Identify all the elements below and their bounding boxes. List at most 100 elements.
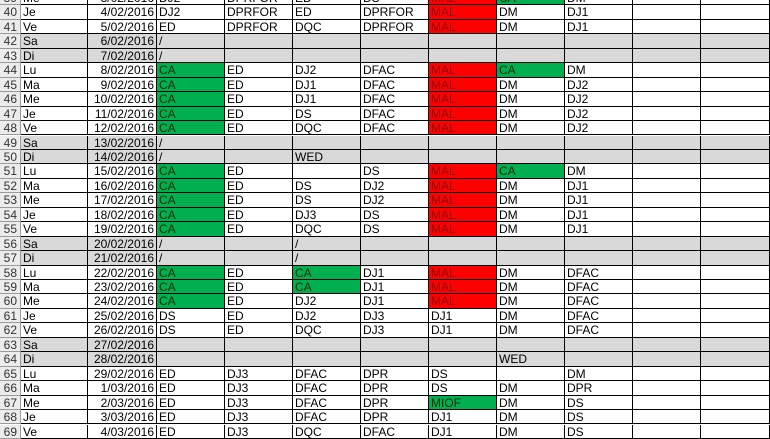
schedule-cell[interactable]: DM — [565, 164, 633, 179]
schedule-cell[interactable]: / — [157, 34, 225, 49]
date-cell[interactable]: 21/02/2016 — [88, 251, 157, 266]
schedule-cell[interactable]: CA — [157, 280, 225, 295]
schedule-cell[interactable]: CA — [157, 222, 225, 237]
schedule-cell[interactable]: DM — [497, 77, 565, 93]
schedule-cell[interactable]: DJ2 — [565, 106, 633, 122]
schedule-cell[interactable] — [633, 352, 701, 367]
schedule-cell[interactable] — [429, 48, 497, 64]
schedule-cell[interactable]: DPRFOR — [361, 5, 429, 20]
row-header[interactable]: 59 — [0, 280, 21, 295]
schedule-cell[interactable]: / — [157, 251, 225, 266]
schedule-cell[interactable]: MAL — [429, 164, 497, 179]
schedule-cell[interactable] — [633, 106, 701, 122]
schedule-cell[interactable]: DFAC — [565, 323, 633, 338]
schedule-cell[interactable] — [701, 236, 770, 252]
schedule-cell[interactable] — [225, 34, 293, 49]
schedule-cell[interactable]: ED — [157, 366, 225, 382]
row-header[interactable]: 40 — [0, 5, 21, 20]
day-cell[interactable]: Di — [21, 149, 88, 165]
schedule-cell[interactable] — [701, 92, 770, 107]
row-header[interactable]: 39 — [0, 0, 21, 6]
schedule-cell[interactable]: DJ3 — [225, 366, 293, 382]
schedule-cell[interactable]: DM — [497, 121, 565, 136]
row-header[interactable]: 56 — [0, 236, 21, 252]
schedule-cell[interactable] — [633, 5, 701, 20]
schedule-cell[interactable]: ED — [225, 265, 293, 280]
day-cell[interactable]: Ve — [21, 19, 88, 35]
schedule-cell[interactable]: DJ2 — [565, 77, 633, 93]
schedule-cell[interactable] — [429, 352, 497, 367]
schedule-cell[interactable] — [701, 106, 770, 122]
schedule-cell[interactable]: DJ2 — [565, 92, 633, 107]
schedule-cell[interactable] — [633, 410, 701, 425]
row-header[interactable]: 48 — [0, 121, 21, 136]
schedule-cell[interactable]: CA — [157, 63, 225, 78]
schedule-cell[interactable] — [701, 135, 770, 150]
schedule-cell[interactable]: DPR — [361, 381, 429, 396]
schedule-cell[interactable] — [293, 164, 361, 179]
day-cell[interactable]: Je — [21, 410, 88, 425]
schedule-cell[interactable]: ED — [225, 92, 293, 107]
schedule-cell[interactable]: DM — [497, 222, 565, 237]
schedule-cell[interactable]: DJ2 — [293, 63, 361, 78]
schedule-cell[interactable]: DJ3 — [293, 207, 361, 223]
schedule-cell[interactable]: DJ1 — [565, 5, 633, 20]
day-cell[interactable]: Me — [21, 294, 88, 309]
date-cell[interactable]: 5/02/2016 — [88, 19, 157, 35]
date-cell[interactable]: 19/02/2016 — [88, 222, 157, 237]
schedule-cell[interactable]: DFAC — [361, 121, 429, 136]
schedule-cell[interactable]: WED — [293, 149, 361, 165]
schedule-cell[interactable] — [497, 135, 565, 150]
schedule-cell[interactable]: DJ1 — [565, 207, 633, 223]
schedule-cell[interactable]: CA — [157, 92, 225, 107]
schedule-cell[interactable] — [633, 265, 701, 280]
schedule-cell[interactable]: DJ2 — [157, 0, 225, 6]
row-header[interactable]: 58 — [0, 265, 21, 280]
schedule-cell[interactable] — [293, 135, 361, 150]
schedule-cell[interactable]: DFAC — [361, 424, 429, 439]
row-header[interactable]: 47 — [0, 106, 21, 122]
schedule-cell[interactable]: DJ3 — [225, 424, 293, 439]
schedule-cell[interactable]: CA — [157, 106, 225, 122]
schedule-cell[interactable]: / — [157, 149, 225, 165]
schedule-cell[interactable] — [701, 280, 770, 295]
date-cell[interactable]: 23/02/2016 — [88, 280, 157, 295]
schedule-cell[interactable]: ED — [293, 0, 361, 6]
schedule-cell[interactable] — [633, 424, 701, 439]
date-cell[interactable]: 18/02/2016 — [88, 207, 157, 223]
schedule-cell[interactable]: DPRFOR — [225, 19, 293, 35]
schedule-cell[interactable]: MIOF — [429, 395, 497, 411]
schedule-cell[interactable]: CA — [497, 0, 565, 6]
schedule-cell[interactable]: DFAC — [565, 265, 633, 280]
schedule-cell[interactable] — [429, 236, 497, 252]
schedule-cell[interactable] — [157, 352, 225, 367]
schedule-cell[interactable]: CA — [497, 164, 565, 179]
schedule-cell[interactable] — [157, 337, 225, 353]
day-cell[interactable]: Me — [21, 193, 88, 208]
day-cell[interactable]: Ve — [21, 222, 88, 237]
schedule-cell[interactable]: DJ2 — [361, 193, 429, 208]
schedule-cell[interactable]: CA — [157, 294, 225, 309]
schedule-cell[interactable] — [701, 5, 770, 20]
date-cell[interactable]: 17/02/2016 — [88, 193, 157, 208]
schedule-cell[interactable]: DFAC — [293, 366, 361, 382]
date-cell[interactable]: 20/02/2016 — [88, 236, 157, 252]
schedule-cell[interactable] — [633, 121, 701, 136]
schedule-cell[interactable] — [225, 48, 293, 64]
schedule-cell[interactable]: DJ1 — [293, 77, 361, 93]
day-cell[interactable]: Lu — [21, 366, 88, 382]
schedule-cell[interactable] — [429, 135, 497, 150]
schedule-cell[interactable]: DJ2 — [293, 308, 361, 324]
schedule-cell[interactable]: DFAC — [293, 381, 361, 396]
day-cell[interactable]: Lu — [21, 164, 88, 179]
schedule-cell[interactable]: ED — [157, 395, 225, 411]
schedule-cell[interactable]: ED — [157, 381, 225, 396]
row-header[interactable]: 49 — [0, 135, 21, 150]
schedule-cell[interactable] — [497, 337, 565, 353]
day-cell[interactable]: Ve — [21, 323, 88, 338]
date-cell[interactable]: 9/02/2016 — [88, 77, 157, 93]
schedule-cell[interactable]: DS — [429, 366, 497, 382]
day-cell[interactable]: Je — [21, 308, 88, 324]
schedule-cell[interactable] — [225, 149, 293, 165]
schedule-cell[interactable]: MAL — [429, 265, 497, 280]
